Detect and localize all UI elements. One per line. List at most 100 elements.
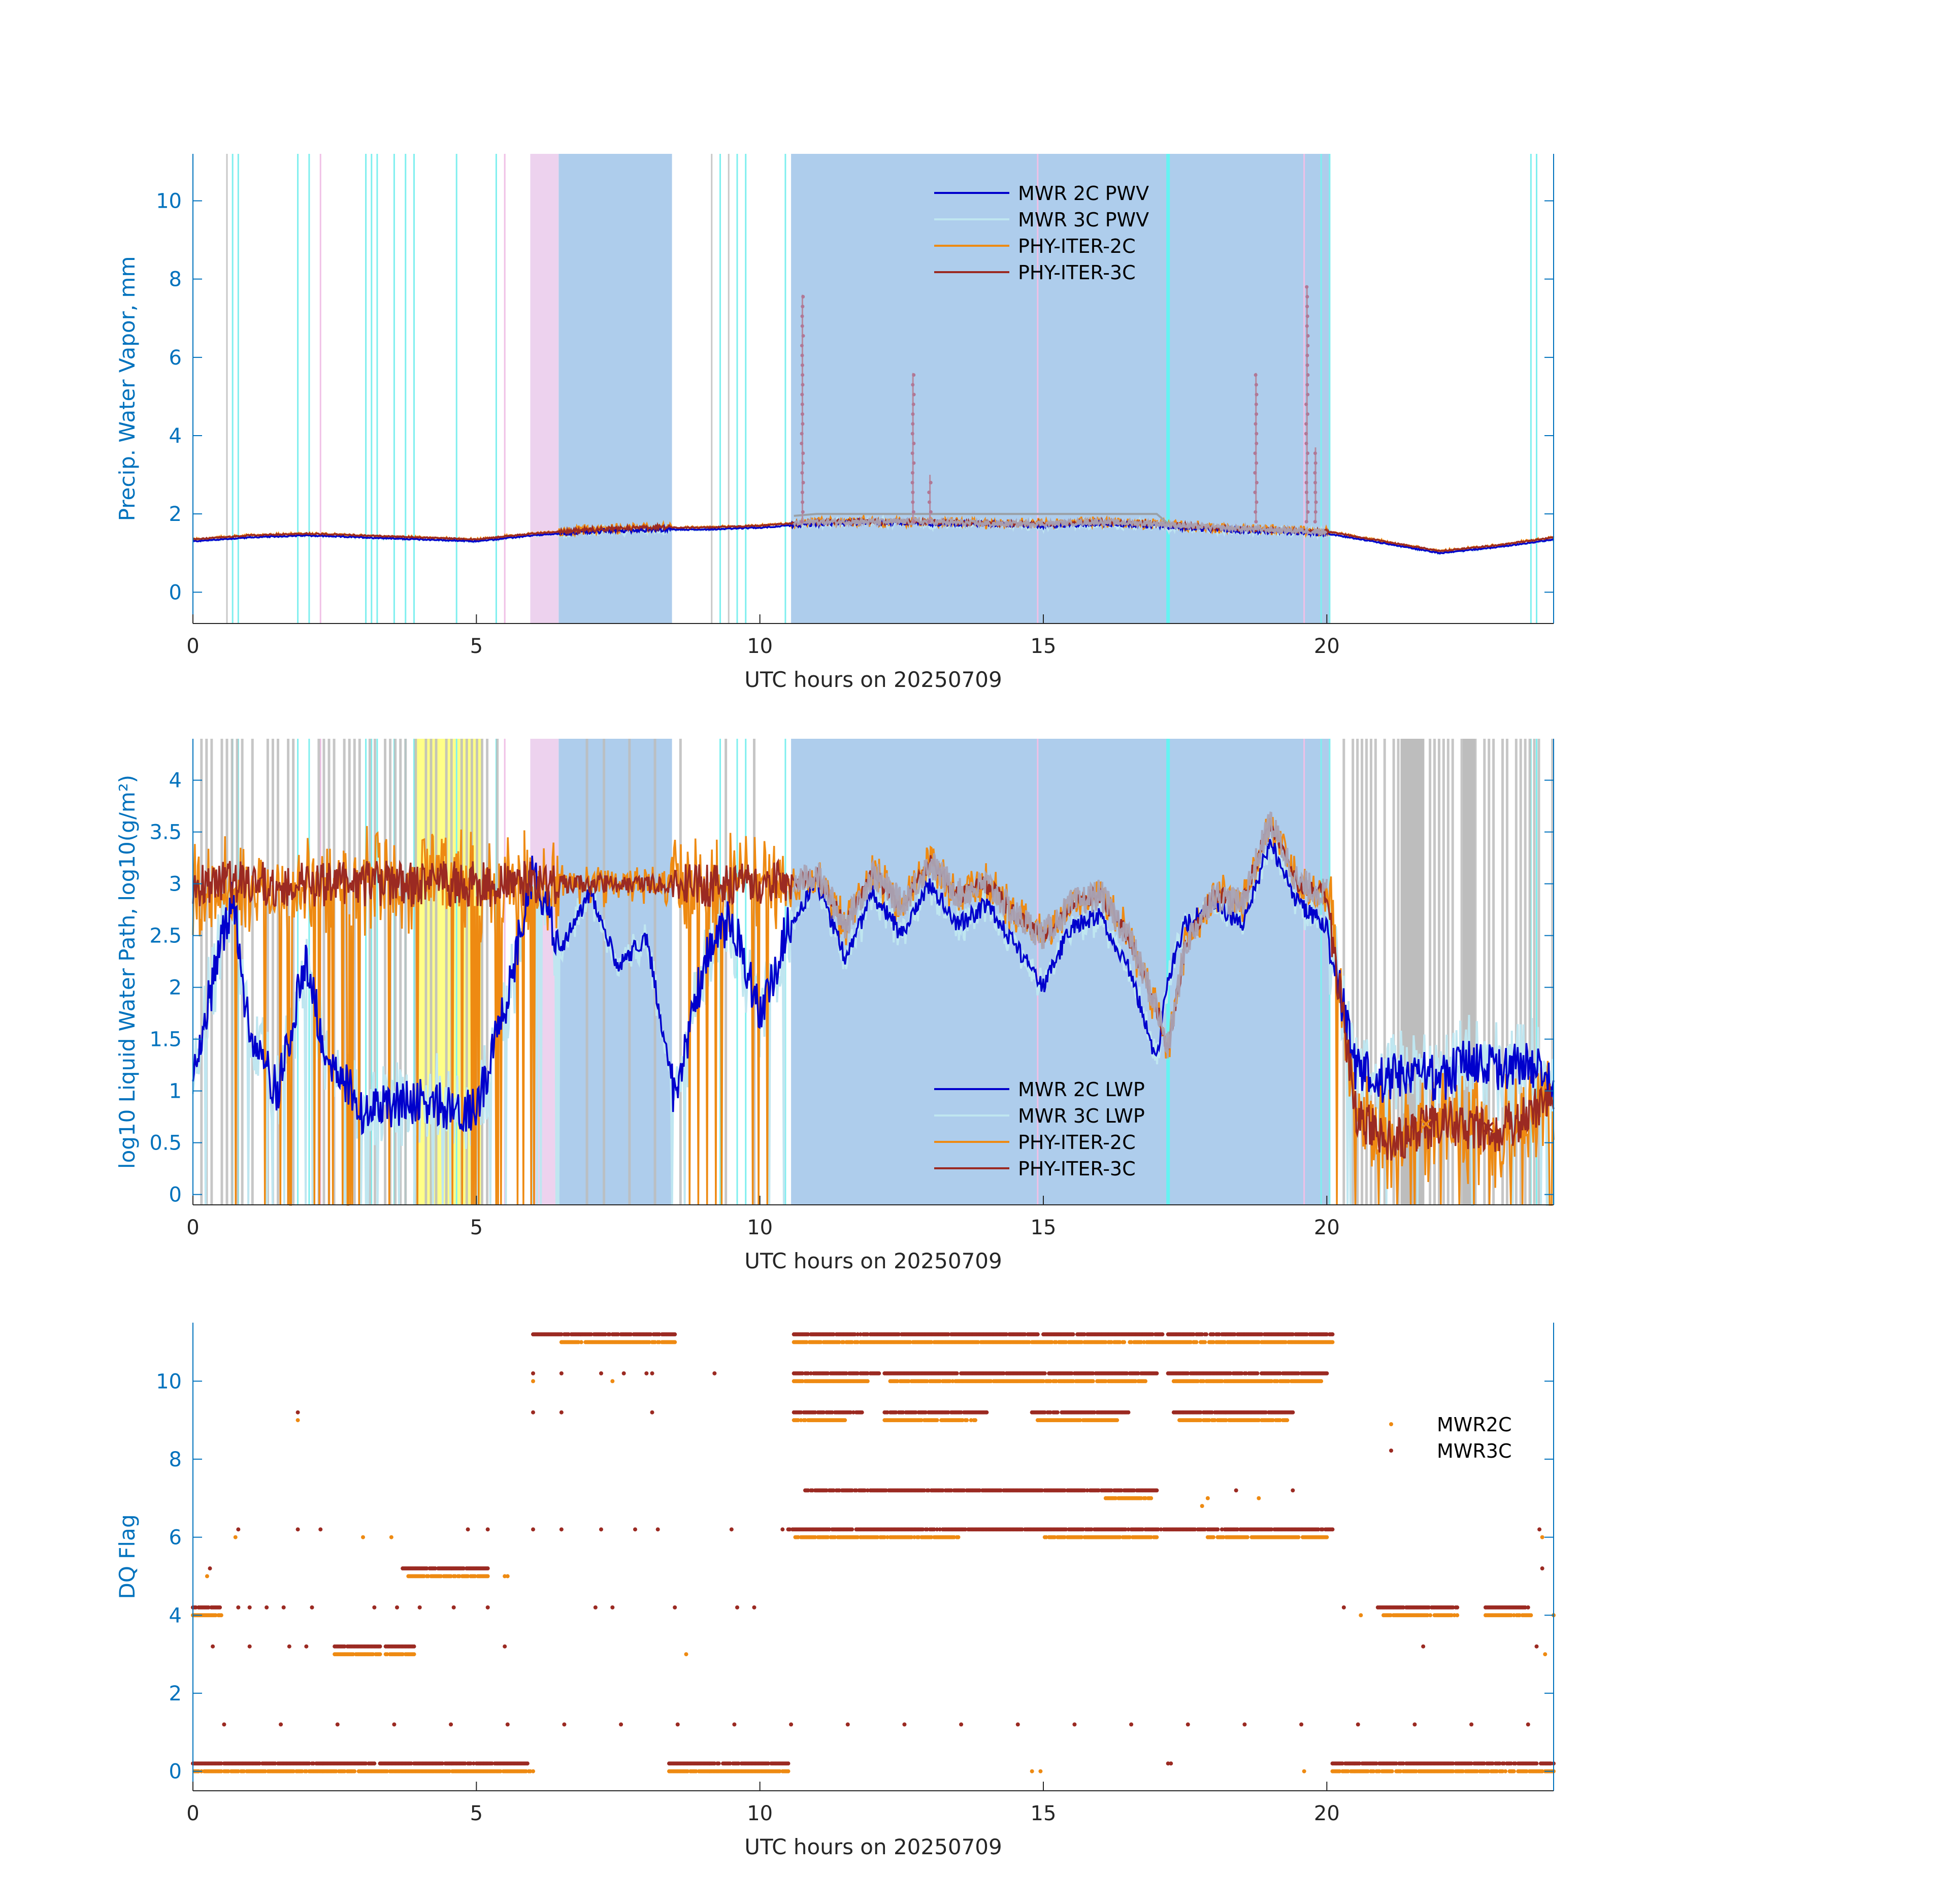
dq-point — [208, 1566, 212, 1571]
dq-point — [1500, 1769, 1505, 1774]
dq-point — [1482, 1761, 1487, 1766]
y-tick-label: 4 — [169, 1604, 182, 1627]
dq-point — [963, 1527, 968, 1532]
dq-point — [1286, 1379, 1291, 1384]
series-spike-point — [1253, 490, 1257, 495]
series-line-mwr-3c-flat — [794, 513, 1169, 524]
x-marker — [1483, 1122, 1494, 1133]
y-tick-label: 3 — [169, 873, 182, 896]
series-spike-point — [801, 334, 805, 338]
dq-point — [453, 1574, 457, 1579]
dq-point — [193, 1605, 198, 1610]
dq-point — [1122, 1340, 1127, 1344]
dq-point — [1316, 1527, 1321, 1532]
dq-point — [969, 1418, 973, 1423]
dq-point — [716, 1761, 721, 1766]
dq-point — [1549, 1761, 1553, 1766]
dq-point — [1079, 1340, 1084, 1344]
dq-point — [503, 1644, 507, 1649]
dq-point — [1030, 1769, 1034, 1774]
dq-point — [1150, 1332, 1155, 1337]
dq-point — [653, 1340, 657, 1344]
dq-point — [1155, 1371, 1159, 1375]
series-spike-point — [1313, 451, 1317, 455]
dq-point — [559, 1371, 564, 1375]
legend-label: MWR3C — [1437, 1440, 1511, 1462]
dq-point — [219, 1761, 223, 1766]
series-spike-point — [801, 451, 805, 455]
dq-point — [1257, 1418, 1261, 1423]
dq-point — [531, 1410, 535, 1415]
dq-point — [897, 1332, 901, 1337]
dq-point — [826, 1535, 830, 1539]
dq-point — [1502, 1761, 1506, 1766]
dq-point — [1109, 1340, 1113, 1344]
y-tick-label: 1.5 — [149, 1028, 182, 1052]
dq-point — [1341, 1605, 1346, 1610]
dq-point — [599, 1527, 603, 1532]
dq-point — [865, 1371, 870, 1375]
dq-point — [1427, 1605, 1431, 1610]
series-spike-point — [1313, 461, 1318, 465]
legend-label: MWR 3C PWV — [1018, 209, 1149, 231]
dq-point — [219, 1613, 223, 1618]
dq-point — [912, 1535, 916, 1539]
dq-point — [895, 1379, 900, 1384]
dq-point — [1469, 1722, 1474, 1727]
dq-point — [1020, 1527, 1025, 1532]
dq-point — [875, 1535, 880, 1539]
dq-point — [1091, 1379, 1095, 1384]
dq-point — [469, 1761, 473, 1766]
dq-point — [1004, 1332, 1009, 1337]
dq-point — [473, 1574, 477, 1579]
dq-point — [962, 1488, 966, 1493]
dq-point — [1401, 1605, 1406, 1610]
dq-point — [837, 1340, 841, 1344]
dq-point — [1543, 1652, 1548, 1657]
dq-point — [389, 1535, 393, 1539]
dq-point — [1540, 1535, 1544, 1539]
dq-point — [471, 1761, 476, 1766]
dq-point — [490, 1761, 495, 1766]
dq-point — [1232, 1332, 1237, 1337]
dq-point — [304, 1644, 309, 1649]
dq-point — [205, 1574, 209, 1579]
dq-point — [426, 1574, 431, 1579]
y-tick-label: 0 — [169, 581, 182, 604]
dq-point — [1346, 1769, 1351, 1774]
shaded-pink-region — [530, 154, 559, 623]
series-spike-point — [1304, 520, 1308, 524]
dq-point — [929, 1340, 934, 1344]
dq-point — [525, 1761, 530, 1766]
dq-point — [485, 1566, 490, 1571]
dq-point — [451, 1605, 456, 1610]
dq-point — [218, 1605, 222, 1610]
series-spike-point — [1314, 500, 1318, 504]
dq-point — [956, 1535, 961, 1539]
dq-point — [787, 1527, 792, 1532]
dq-point — [1129, 1722, 1134, 1727]
dq-point — [1103, 1340, 1108, 1344]
dq-point — [1103, 1379, 1108, 1384]
dq-point — [1062, 1488, 1067, 1493]
dq-point — [392, 1722, 397, 1727]
x-tick-label: 10 — [747, 1216, 773, 1239]
legend-label: PHY-ITER-3C — [1018, 1158, 1136, 1180]
legend-label: PHY-ITER-3C — [1018, 261, 1136, 284]
dq-point — [673, 1332, 677, 1337]
dq-point — [1451, 1605, 1455, 1610]
dq-point — [950, 1379, 955, 1384]
lwp-panel: 0 5 10 15 20 0 0.5 1 1.5 2 2.5 3 3.5 4 UTC hours on 20… — [115, 739, 1555, 1273]
dq-point — [1540, 1566, 1544, 1571]
dq-point — [1359, 1613, 1363, 1618]
series-spike-point — [1313, 481, 1318, 484]
dq-point — [372, 1761, 377, 1766]
series-spike-point — [912, 520, 916, 524]
x-tick-label: 20 — [1314, 1216, 1340, 1239]
dq-point — [789, 1722, 794, 1727]
series-spike-point — [1254, 520, 1258, 524]
x-axis-label: UTC hours on 20250709 — [744, 1834, 1002, 1859]
dq-point — [984, 1410, 989, 1415]
dq-point — [485, 1527, 490, 1532]
series-spike-point — [1255, 412, 1259, 416]
